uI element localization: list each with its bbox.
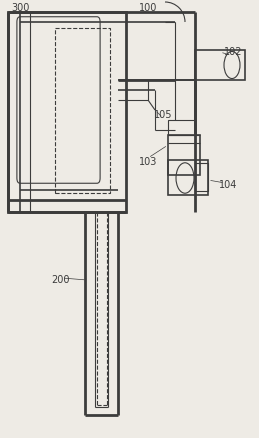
Text: 103: 103 [139, 157, 157, 167]
Text: 100: 100 [139, 3, 157, 13]
Bar [195, 50, 245, 80]
Text: 102: 102 [224, 47, 242, 57]
Text: 105: 105 [154, 110, 172, 120]
Bar [168, 120, 195, 135]
Text: 300: 300 [11, 3, 29, 13]
Bar [195, 163, 208, 191]
Bar [168, 135, 200, 175]
Bar [8, 12, 126, 212]
Text: 104: 104 [219, 180, 237, 190]
Bar [168, 160, 208, 195]
Bar [55, 28, 110, 193]
Text: 200: 200 [51, 275, 69, 285]
